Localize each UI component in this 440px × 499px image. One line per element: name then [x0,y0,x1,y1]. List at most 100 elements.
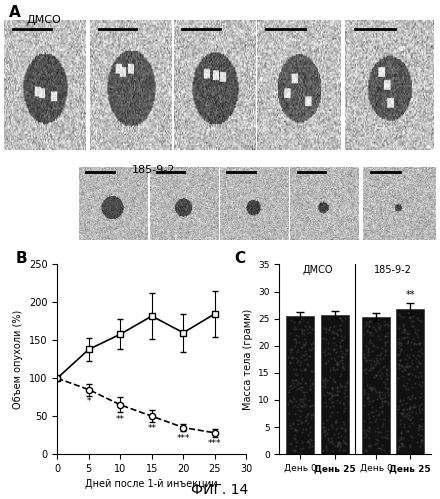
Point [291,342,298,350]
Point [406,362,413,370]
Point [414,430,422,438]
Point [319,419,326,427]
Point [409,359,416,367]
Point [297,366,304,374]
Point [338,353,345,361]
Point [372,415,379,423]
Point [334,408,341,416]
Point [367,408,374,416]
Point [400,406,407,414]
Point [291,411,298,419]
Point [326,325,333,333]
Point [329,440,336,448]
Point [343,379,350,387]
Point [377,390,384,398]
Point [337,347,344,355]
Point [330,430,337,438]
Point [397,312,404,320]
Point [334,387,341,395]
Point [418,372,425,380]
Point [332,425,339,433]
Point [295,400,302,408]
Point [370,357,378,365]
Point [414,373,421,381]
Point [295,356,302,364]
Point [287,316,294,324]
Point [379,397,386,405]
Point [395,361,402,369]
Point [404,370,411,378]
Point [326,350,334,358]
Point [328,438,335,446]
Point [401,423,408,431]
Point [399,410,406,418]
Point [330,344,337,352]
Point [291,376,298,384]
Point [287,424,294,432]
Point [337,342,344,350]
Point [341,407,348,415]
Point [297,343,304,351]
Point [377,371,384,379]
Point [400,333,407,341]
Point [375,332,382,340]
Point [342,427,349,435]
Point [331,329,338,337]
Point [405,428,412,436]
Point [320,382,327,390]
Point [297,412,304,420]
Point [293,397,300,405]
Point [330,403,337,411]
Point [301,417,308,425]
Point [289,398,296,406]
Point [329,385,336,393]
Point [306,396,313,404]
Point [380,362,387,370]
Point [290,403,297,411]
Point [382,365,389,373]
Point [337,314,344,322]
Point [302,365,309,373]
Point [306,440,313,448]
Point [414,332,421,340]
Point [373,388,380,396]
Point [292,435,299,443]
Point [361,350,368,358]
Point [412,340,419,348]
Point [396,444,403,452]
Point [414,427,422,435]
Point [406,353,413,361]
Point [367,418,374,426]
Point [330,339,337,347]
Point [370,412,377,420]
Point [418,425,425,433]
Point [378,442,385,450]
Point [374,411,381,419]
Point [322,374,329,382]
Point [365,322,372,330]
Point [342,386,349,394]
Point [398,341,405,349]
Point [382,346,389,354]
Point [297,398,304,406]
Point [301,394,308,402]
Point [417,352,424,360]
Point [297,386,304,394]
Point [397,345,404,353]
Point [363,342,370,350]
Point [375,319,382,327]
Point [338,316,345,324]
Point [365,348,372,356]
Point [330,346,337,354]
Point [407,432,414,440]
Point [404,339,411,347]
Point [323,328,330,336]
Point [374,444,381,452]
Point [407,395,414,403]
Point [407,345,414,353]
Point [322,351,329,359]
Point [304,411,311,419]
Point [333,360,340,368]
Point [371,386,378,394]
Point [418,436,425,444]
